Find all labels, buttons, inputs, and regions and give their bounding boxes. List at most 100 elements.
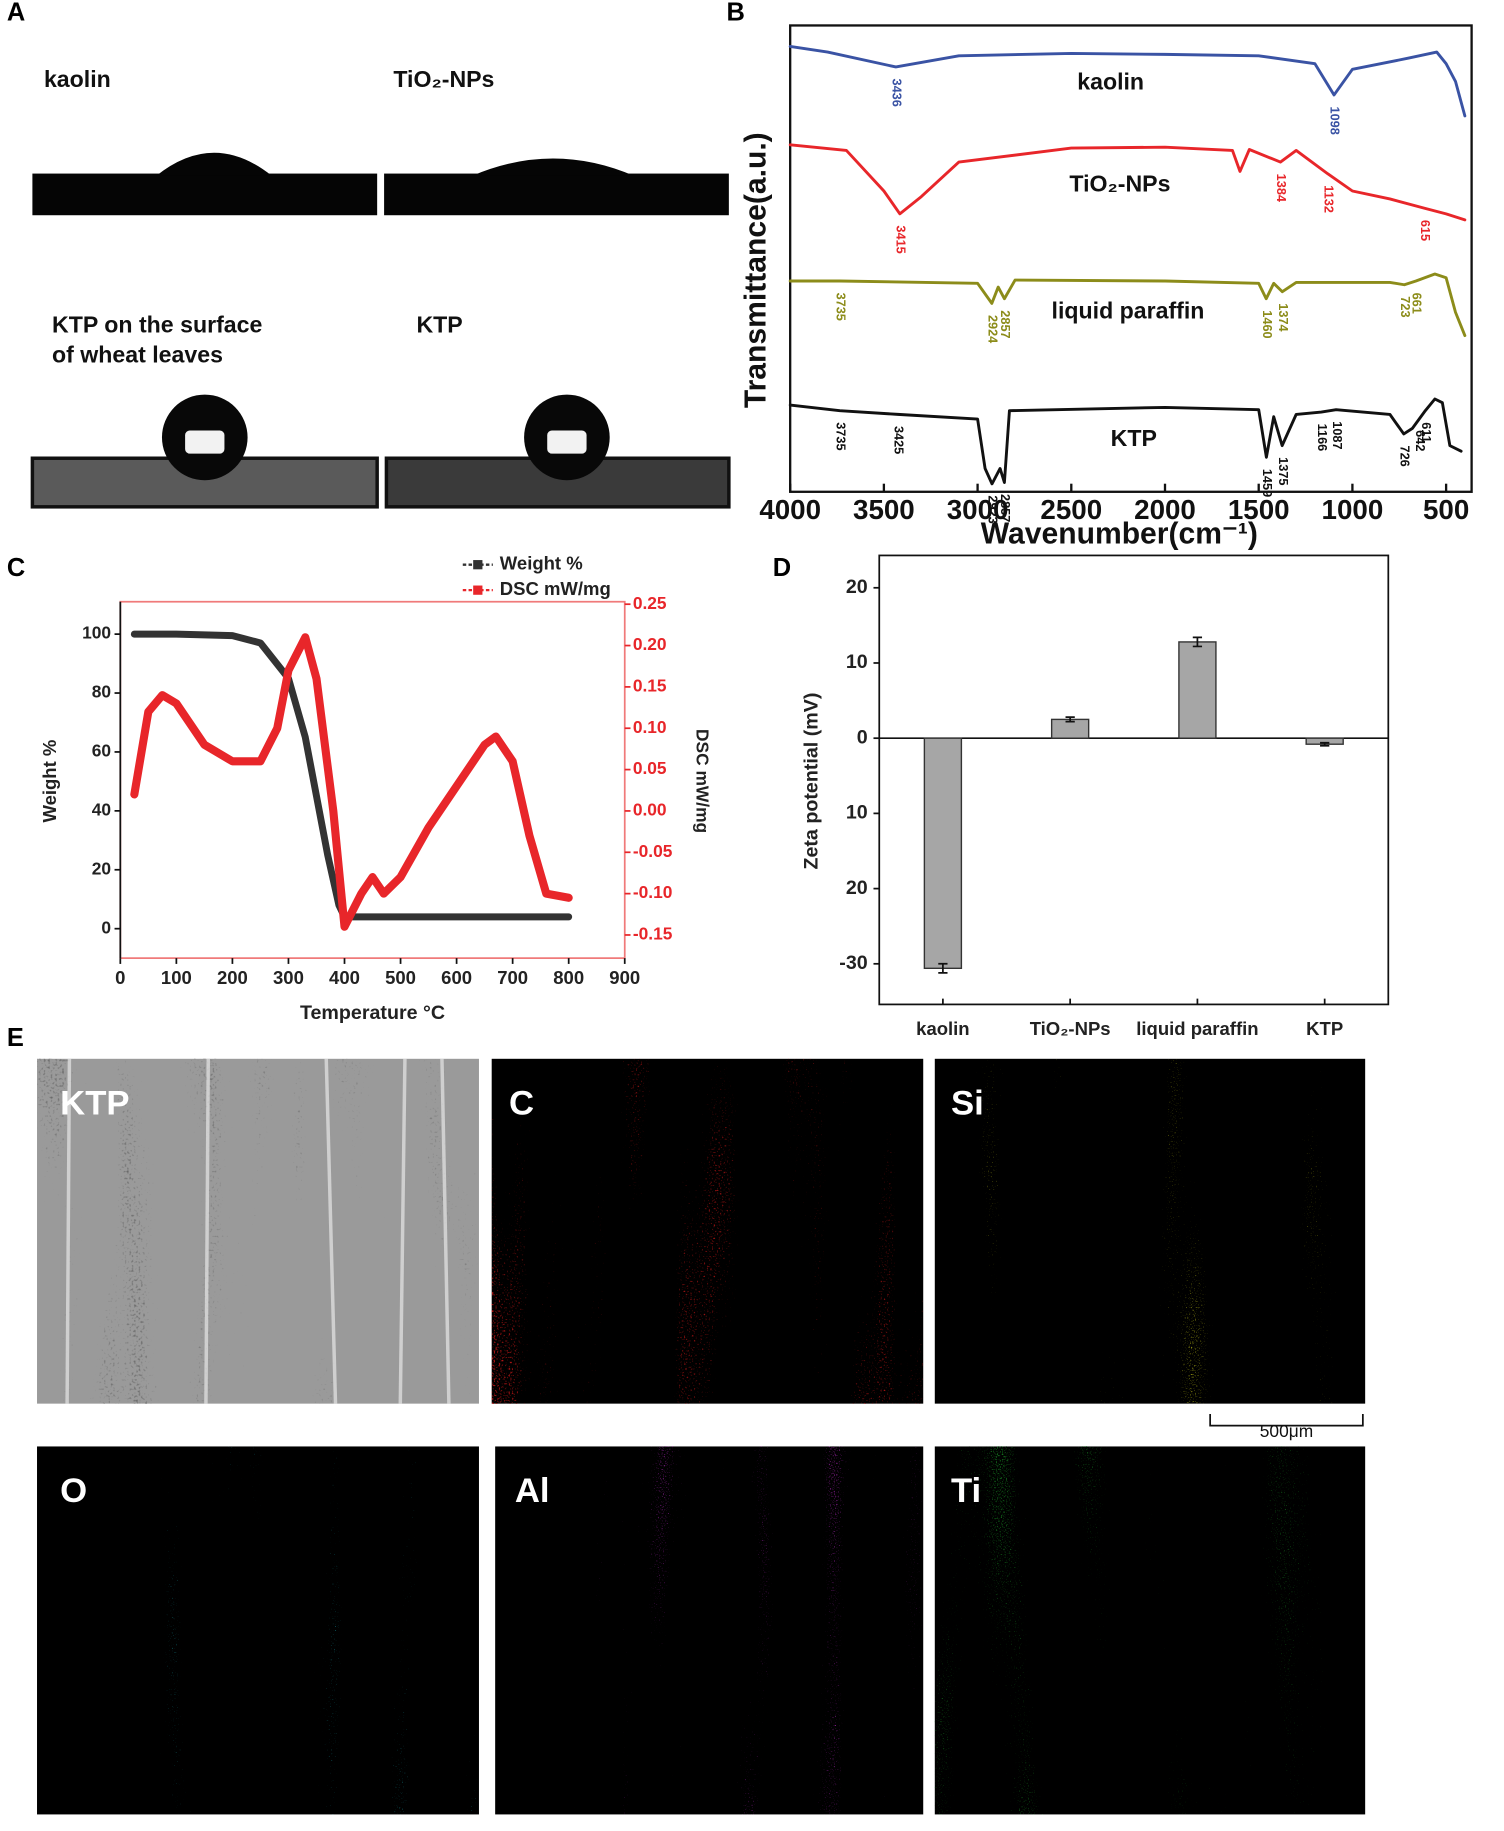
y2-tick-label: 0.20 [633,634,667,654]
panel-label: D [773,554,791,582]
peak-label: 1384 [1274,174,1289,202]
map-texture [934,1058,1366,1404]
map-label: Si [951,1084,984,1122]
x-tick-label: 0 [115,967,125,988]
error-bar [1320,741,1330,747]
scale-bar-label: 500μm [1260,1421,1313,1441]
x-tick-label: 1500 [1228,494,1290,525]
map-label: O [60,1472,87,1510]
data-line [130,633,573,931]
caption: KTP on the surface [52,311,262,337]
peak-label: 723 [1398,296,1413,317]
peak-label: 615 [1418,220,1433,241]
peak-label: 3415 [893,225,908,253]
y2-tick-label: 0.10 [633,717,667,737]
caption: of wheat leaves [52,342,223,368]
element-mapping-panel: KTP C Si O Al Ti 500μm [37,1058,1366,1815]
x-axis-label: Temperature °C [300,1002,445,1024]
data-line [788,397,1463,486]
x-tick-label: 300 [273,967,304,988]
map-texture [491,1058,924,1404]
peak-label: 1166 [1315,424,1330,452]
peak-label: 2857 [998,310,1013,338]
panel-label: A [7,0,25,27]
y2-tick-label: -0.10 [633,882,673,902]
y-tick-label: 0 [101,917,111,937]
x-tick-label: 600 [441,967,472,988]
droplet [156,152,272,176]
map-label: Ti [951,1472,981,1510]
y2-tick-label: -0.15 [633,924,673,944]
series-label: KTP [1111,425,1157,451]
y-tick-label: -30 [839,952,867,974]
x-tick-label: 500 [1423,494,1469,525]
droplet-highlight [547,430,587,454]
y-axis-label: Transmittance(a.u.) [740,132,773,408]
x-tick-label: 400 [329,967,360,988]
x-tick-label: 700 [497,967,528,988]
panel-label: C [7,554,25,582]
x-tick-label: 100 [161,967,192,988]
peak-label: 1375 [1276,457,1291,485]
peak-label: 1459 [1260,469,1275,497]
peak-label: 3436 [890,79,905,107]
map-texture [934,1446,1366,1815]
peak-label: 1460 [1260,310,1275,338]
x-tick-label: 1000 [1322,494,1384,525]
y-axis-label: Weight % [39,740,60,823]
error-bar [938,962,948,974]
data-line [788,272,1467,338]
series-label: kaolin [1077,68,1144,94]
y-axis-label: Zeta potential (mV) [800,693,822,870]
substrate [384,173,729,216]
peak-label: 661 [1410,293,1425,314]
peak-label: 1098 [1328,107,1343,135]
legend-label: Weight % [500,553,583,574]
x-tick-label: liquid paraffin [1136,1018,1258,1039]
x-tick-label: 2000 [1134,494,1196,525]
caption: TiO₂-NPs [393,66,494,92]
series-label: liquid paraffin [1052,298,1205,324]
y2-tick-label: 0.25 [633,593,667,613]
droplet-highlight [185,430,225,454]
scale-bar [1209,1414,1364,1427]
y2-tick-label: 0.15 [633,675,667,695]
bar [1178,641,1217,739]
error-bar [1065,716,1075,723]
peak-label: 642 [1413,430,1428,451]
y-tick-label: 0 [857,726,868,748]
x-tick-label: 800 [553,967,584,988]
x-tick-label: TiO₂-NPs [1030,1018,1111,1039]
peak-label: 1132 [1321,185,1336,213]
y-tick-label: 40 [92,799,111,819]
legend-swatch [473,560,483,570]
panel-label: E [7,1024,24,1052]
x-tick-label: 500 [385,967,416,988]
peak-label: 1374 [1276,303,1291,331]
x-tick-label: 200 [217,967,248,988]
map-texture [37,1446,479,1815]
caption: KTP [416,311,462,337]
y-tick-label: 60 [92,741,111,761]
y-tick-label: 20 [846,877,868,899]
y2-tick-label: -0.05 [633,841,673,861]
y-tick-label: 100 [82,623,111,643]
x-tick-label: 3000 [947,494,1009,525]
map-label: C [509,1084,534,1122]
peak-label: 3735 [833,422,848,450]
peak-label: 3735 [833,293,848,321]
substrate [32,173,378,216]
data-line [788,143,1467,222]
peak-label: 2924 [985,315,1000,343]
series-label: TiO₂-NPs [1069,170,1170,196]
map-label: Al [515,1472,550,1510]
plot-frame [878,554,1390,1006]
data-line [130,630,573,921]
caption: kaolin [44,66,111,92]
peak-label: 611 [1419,422,1434,443]
x-axis-label: Wavenumber(cm⁻¹) [981,518,1258,551]
peak-label: 2923 [986,495,1001,523]
y2-axis-label: DSC mW/mg [693,729,713,833]
